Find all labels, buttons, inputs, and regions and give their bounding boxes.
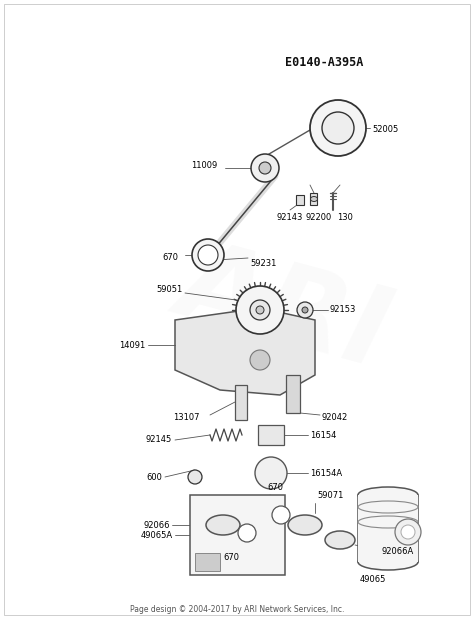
Bar <box>258 425 284 445</box>
Bar <box>286 375 300 413</box>
Ellipse shape <box>310 196 318 202</box>
Circle shape <box>401 525 415 539</box>
Text: 92042: 92042 <box>322 413 348 423</box>
Text: 16154: 16154 <box>310 430 337 439</box>
Text: 670: 670 <box>223 553 239 561</box>
Text: 92153: 92153 <box>330 306 356 314</box>
Circle shape <box>198 245 218 265</box>
Bar <box>235 385 247 420</box>
Ellipse shape <box>288 515 322 535</box>
Bar <box>358 495 418 562</box>
Ellipse shape <box>206 515 240 535</box>
Circle shape <box>236 286 284 334</box>
Text: 92143: 92143 <box>277 214 303 222</box>
Circle shape <box>302 307 308 313</box>
Bar <box>190 495 285 575</box>
Bar <box>296 195 304 205</box>
Circle shape <box>238 524 256 542</box>
Text: E0140-A395A: E0140-A395A <box>285 56 364 69</box>
Text: 92145: 92145 <box>146 436 172 444</box>
Text: 92200: 92200 <box>306 214 332 222</box>
Circle shape <box>259 162 271 174</box>
Text: 52005: 52005 <box>372 126 398 134</box>
Ellipse shape <box>325 531 355 549</box>
Circle shape <box>272 506 290 524</box>
Text: 670: 670 <box>267 482 283 491</box>
Circle shape <box>192 239 224 271</box>
Circle shape <box>188 470 202 484</box>
Ellipse shape <box>358 487 418 503</box>
Circle shape <box>297 302 313 318</box>
Circle shape <box>250 300 270 320</box>
Text: 16154A: 16154A <box>310 469 342 477</box>
Circle shape <box>255 457 287 489</box>
Text: 59071: 59071 <box>317 490 343 500</box>
Circle shape <box>322 112 354 144</box>
Text: 92066: 92066 <box>144 521 170 529</box>
Circle shape <box>395 519 421 545</box>
Text: Page design © 2004-2017 by ARI Network Services, Inc.: Page design © 2004-2017 by ARI Network S… <box>130 605 344 613</box>
Text: 49065A: 49065A <box>141 530 173 540</box>
Text: 130: 130 <box>337 214 353 222</box>
Text: 59051: 59051 <box>157 285 183 295</box>
Circle shape <box>256 306 264 314</box>
Text: 59231: 59231 <box>250 259 276 267</box>
Circle shape <box>250 350 270 370</box>
Text: 14091: 14091 <box>119 340 145 350</box>
Text: ARI: ARI <box>168 230 401 389</box>
Text: 92066A: 92066A <box>382 547 414 556</box>
Circle shape <box>251 154 279 182</box>
Text: 600: 600 <box>146 472 162 482</box>
Text: 670: 670 <box>162 253 178 261</box>
Text: 11009: 11009 <box>191 162 217 170</box>
Bar <box>310 193 317 205</box>
Bar <box>195 553 220 571</box>
Text: 13107: 13107 <box>173 413 200 423</box>
Ellipse shape <box>358 554 418 570</box>
Polygon shape <box>175 308 315 395</box>
Circle shape <box>310 100 366 156</box>
Text: 49065: 49065 <box>360 576 386 584</box>
